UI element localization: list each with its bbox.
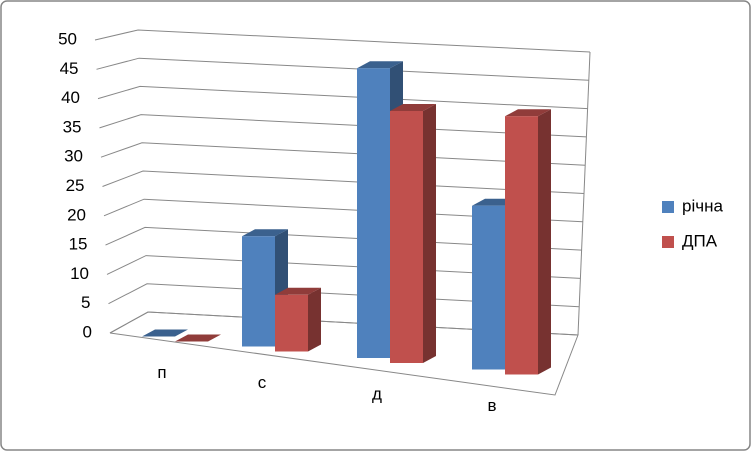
grid-line <box>102 170 585 194</box>
grid-line <box>100 142 586 166</box>
bar <box>242 236 275 347</box>
bar <box>390 111 423 363</box>
bar-side <box>308 287 321 352</box>
grid-line <box>99 114 587 138</box>
y-tick-label: 20 <box>67 205 86 224</box>
grid-line <box>105 226 582 251</box>
side-wall-edge <box>577 51 591 336</box>
bar-top <box>505 109 551 117</box>
y-tick-label: 50 <box>58 29 77 48</box>
legend: річна ДПА <box>662 196 723 250</box>
x-tick-label: с <box>258 373 267 392</box>
grid-line <box>94 29 591 53</box>
y-tick-label: 35 <box>63 117 82 136</box>
legend-swatch <box>662 201 674 213</box>
bar-top <box>390 104 436 111</box>
bar <box>505 116 538 375</box>
bar-top <box>242 229 288 237</box>
grid-line <box>96 57 589 81</box>
bar-side <box>423 104 436 363</box>
grid-layer: 0 5 10 15 20 25 30 35 40 45 50 <box>58 29 591 341</box>
grid-line <box>103 198 583 223</box>
x-tick-label: д <box>372 384 382 403</box>
y-tick-label: 25 <box>66 176 85 195</box>
legend-label: річна <box>682 196 723 215</box>
bar-top <box>175 334 221 342</box>
y-tick-label: 30 <box>64 147 83 166</box>
bar-top <box>275 287 321 295</box>
y-tick-label: 0 <box>83 322 92 341</box>
bar-top <box>142 329 188 337</box>
bar <box>472 205 505 370</box>
bar-top <box>357 61 403 69</box>
bar-side <box>538 109 551 375</box>
legend-label: ДПА <box>682 231 718 250</box>
bar <box>275 294 308 352</box>
legend-swatch <box>662 236 674 248</box>
y-tick-label: 10 <box>70 264 89 283</box>
grid-line <box>97 85 588 110</box>
bars-layer: п с д в <box>142 61 551 415</box>
y-tick-label: 45 <box>60 59 79 78</box>
bar <box>357 68 390 358</box>
y-tick-label: 40 <box>61 88 80 107</box>
x-tick-label: п <box>157 363 166 382</box>
y-tick-label: 15 <box>69 235 88 254</box>
y-tick-label: 5 <box>81 293 90 312</box>
x-tick-label: в <box>487 396 496 415</box>
